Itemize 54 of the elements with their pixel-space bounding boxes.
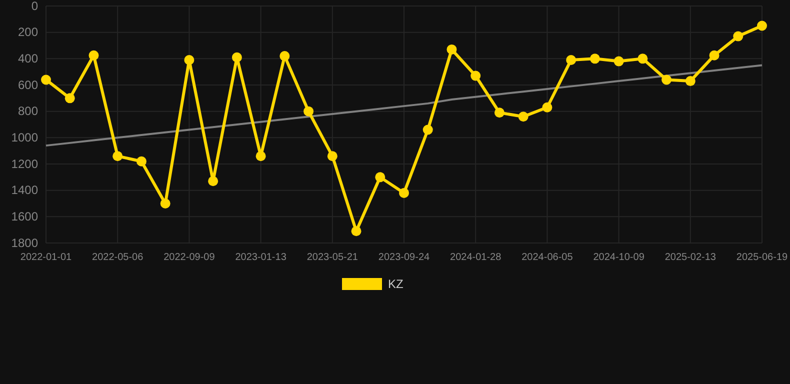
point [208,176,218,186]
y-tick-label: 1200 [11,156,38,171]
point [518,112,528,122]
x-tick-label: 2022-01-01 [20,252,72,264]
x-tick-label: 2025-02-13 [664,252,716,264]
point [470,70,481,81]
point [375,172,386,182]
x-tick-label: 2025-06-19 [736,252,788,264]
point [112,151,123,162]
point [662,74,672,85]
y-tick-label: 1400 [11,183,38,198]
y-tick-label: 600 [18,78,38,92]
point [685,76,696,86]
x-tick-label: 2023-05-21 [306,252,358,264]
y-tick-label: 800 [18,104,38,118]
point [184,54,194,65]
point [351,226,362,236]
point [422,124,433,135]
y-tick-label: 1000 [11,130,38,145]
point [757,20,767,31]
x-tick-label: 2024-01-28 [450,252,502,264]
line-series [45,64,763,147]
point [160,198,170,208]
x-tick-label: 2024-06-05 [522,252,574,264]
point [446,44,457,54]
point [327,151,338,162]
point [136,156,146,166]
point [88,50,99,60]
y-tick-label: 200 [18,25,38,40]
point [733,31,744,42]
point [399,188,409,198]
y-tick-label: 1600 [11,210,38,224]
point [590,54,600,64]
y-tick-label: 1800 [11,236,38,250]
x-tick-label: 2022-09-09 [164,252,216,264]
point [614,56,624,66]
point [542,102,552,112]
point [566,54,576,65]
y-tick-label: 400 [18,52,38,66]
point [280,51,290,62]
legend-label: KZ [388,277,404,291]
y-tick-label: 0 [31,0,38,13]
x-tick-label: 2022-05-06 [92,252,144,264]
point [41,74,51,85]
point [64,93,75,104]
point [494,108,504,118]
x-tick-label: 2024-10-09 [593,252,645,264]
x-tick-label: 2023-09-24 [378,252,430,264]
point [709,50,720,60]
point [304,106,314,116]
point [638,54,648,64]
point [232,52,242,62]
point [256,151,266,162]
x-tick-label: 2023-01-13 [235,252,287,264]
